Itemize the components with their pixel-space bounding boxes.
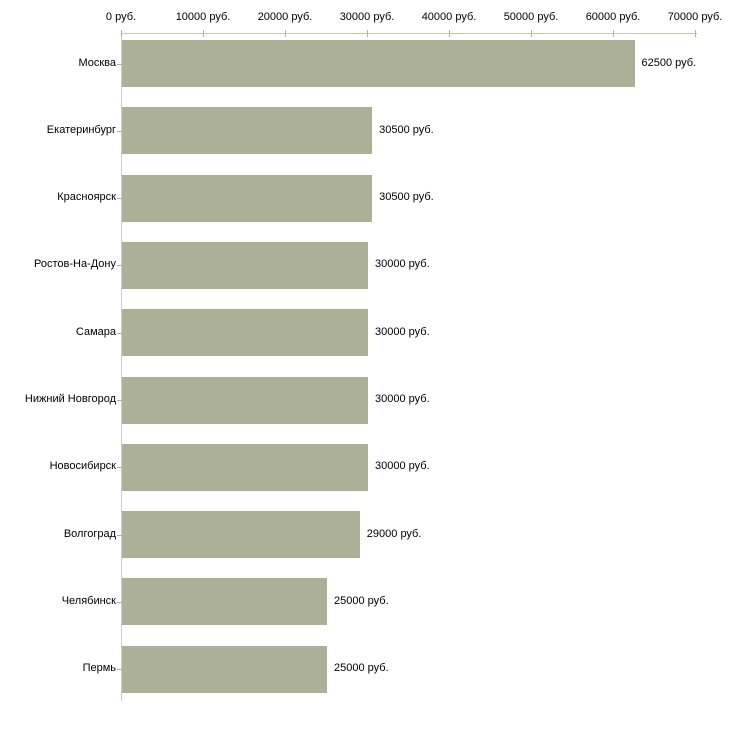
bar <box>122 174 373 222</box>
value-label: 25000 руб. <box>334 662 389 675</box>
value-label: 30000 руб. <box>375 325 430 338</box>
x-tick-mark <box>613 30 614 37</box>
category-label: Нижний Новгород <box>24 393 116 405</box>
category-label: Ростов-На-Дону <box>33 258 116 271</box>
category-label: Самара <box>75 325 116 338</box>
x-axis-line <box>121 33 697 34</box>
y-tick-mark <box>117 265 122 266</box>
category-label: Красноярск <box>57 191 116 204</box>
y-tick-mark <box>117 198 122 199</box>
x-tick-mark <box>531 30 532 37</box>
bar <box>122 40 635 87</box>
value-label: 30000 руб. <box>375 460 430 473</box>
category-label: Волгоград <box>63 527 116 540</box>
y-tick-mark <box>117 535 122 536</box>
value-label: 30000 руб. <box>375 393 430 405</box>
value-label: 30500 руб. <box>379 191 434 204</box>
x-tick-label: 40000 руб. <box>421 11 477 23</box>
x-tick-mark <box>367 30 368 37</box>
x-tick-label: 10000 руб. <box>175 11 231 23</box>
bar <box>122 376 368 424</box>
bar <box>122 511 360 559</box>
category-label: Пермь <box>82 662 116 675</box>
value-label: 30000 руб. <box>375 258 430 271</box>
bar <box>122 241 368 289</box>
y-tick-mark <box>117 467 122 468</box>
bar <box>122 443 368 491</box>
value-label: 29000 руб. <box>366 527 422 540</box>
bar <box>122 645 327 693</box>
y-tick-mark <box>117 602 122 603</box>
x-tick-mark <box>449 30 450 37</box>
x-tick-label: 50000 руб. <box>503 11 559 23</box>
bar <box>122 107 373 155</box>
category-label: Екатеринбург <box>46 123 116 136</box>
category-label: Новосибирск <box>49 460 116 473</box>
category-label: Челябинск <box>61 594 116 607</box>
y-tick-mark <box>117 333 122 334</box>
value-label: 30500 руб. <box>379 123 434 136</box>
y-tick-mark <box>117 131 122 132</box>
x-tick-label: 30000 руб. <box>339 11 395 23</box>
value-label: 25000 руб. <box>334 594 389 607</box>
x-tick-label: 0 руб. <box>105 11 137 23</box>
x-tick-mark <box>203 30 204 37</box>
x-tick-mark <box>121 30 122 37</box>
x-tick-label: 20000 руб. <box>257 11 313 23</box>
category-label: Москва <box>78 56 116 69</box>
y-tick-mark <box>117 669 122 670</box>
bar <box>122 309 368 357</box>
value-label: 62500 руб. <box>641 56 697 69</box>
x-tick-mark <box>695 30 696 37</box>
y-tick-mark <box>117 400 122 401</box>
x-tick-label: 70000 руб. <box>667 11 723 23</box>
y-tick-mark <box>117 64 122 65</box>
x-tick-label: 60000 руб. <box>585 11 641 23</box>
bar <box>122 578 327 626</box>
y-axis-line <box>121 33 122 701</box>
x-tick-mark <box>285 30 286 37</box>
